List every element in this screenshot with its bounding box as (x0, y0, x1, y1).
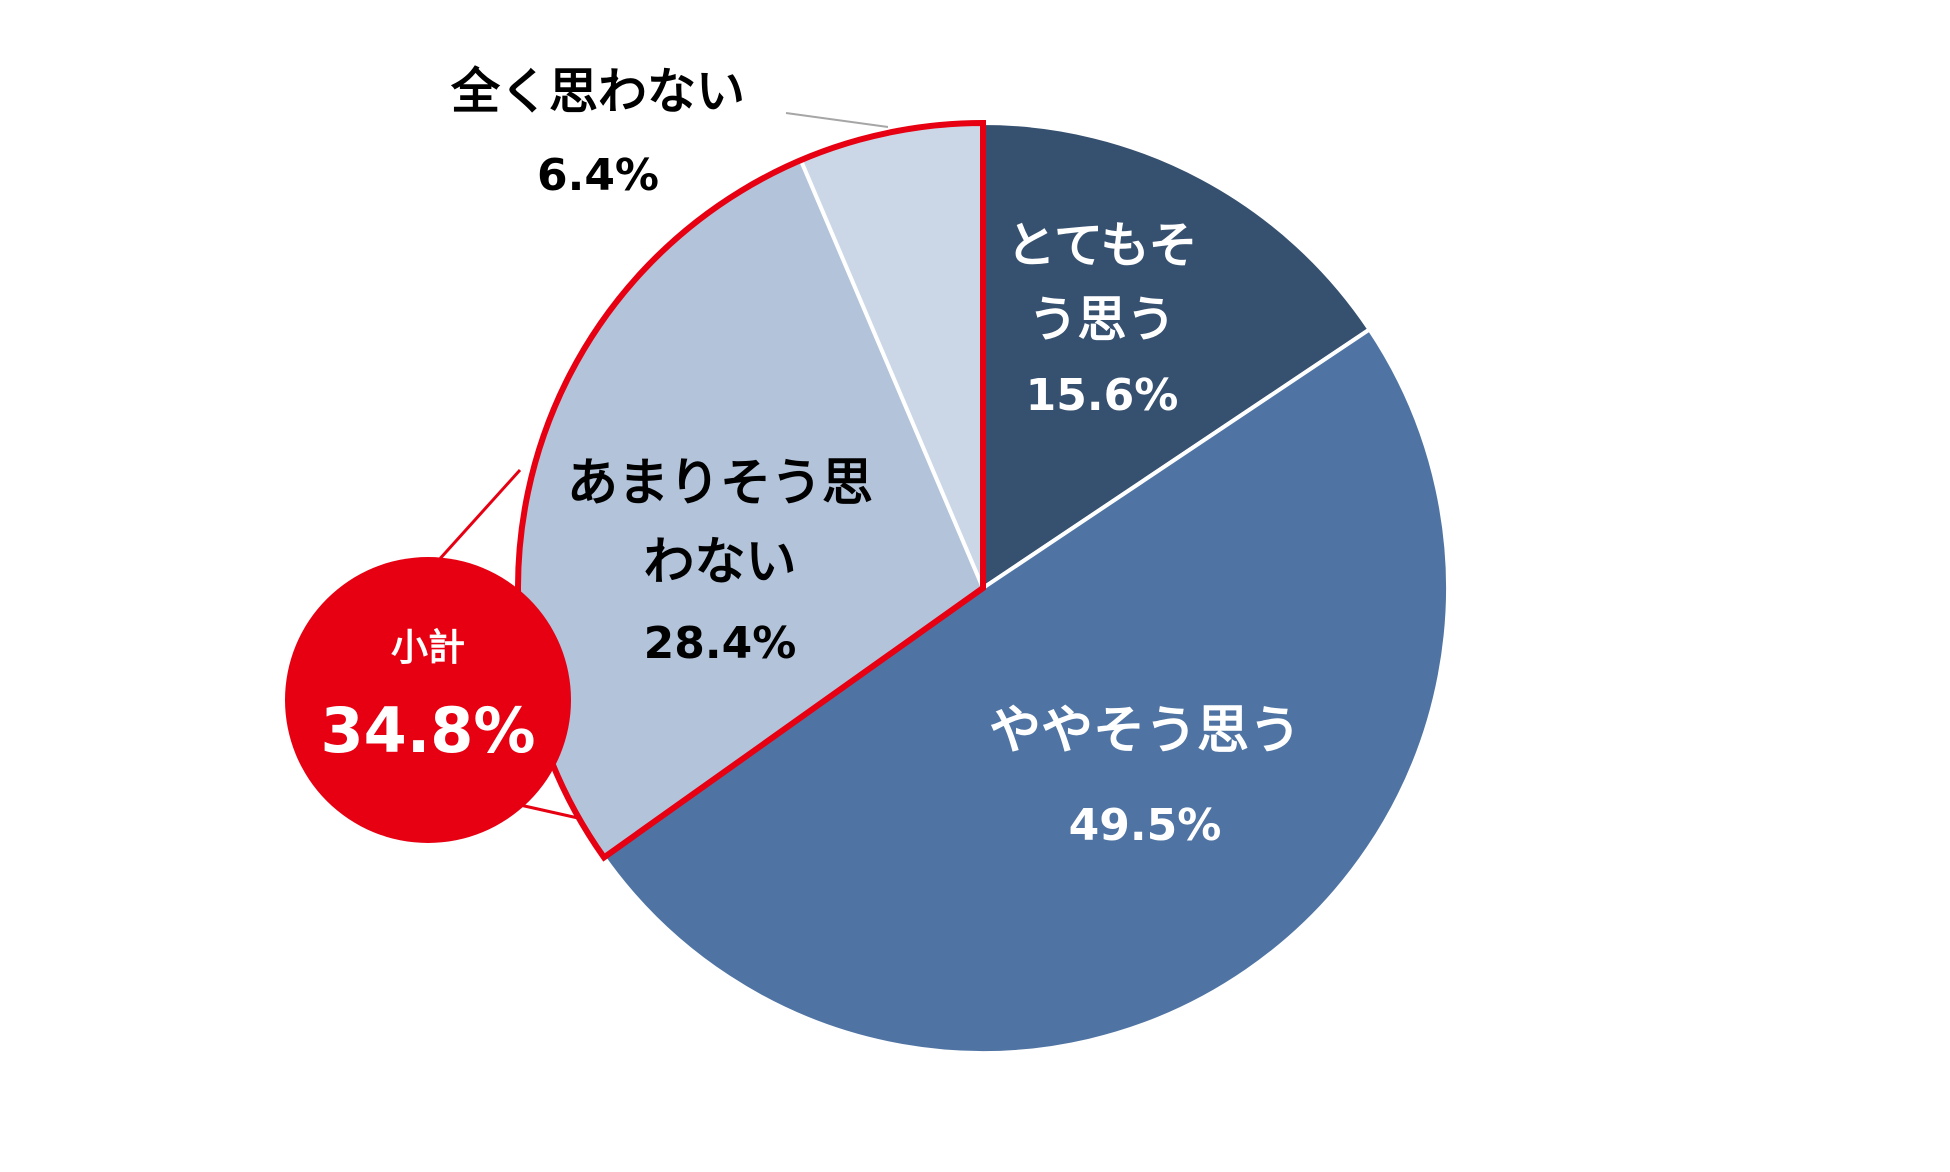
slice-1-label: とてもそ (1006, 217, 1197, 274)
slice-4-label: 全く思わない (450, 63, 745, 120)
slice-3-value-label: 28.4% (644, 618, 797, 669)
subtotal-value: 34.8% (320, 694, 535, 767)
subtotal-label: 小計 (391, 626, 465, 669)
slice-3-label: わない (643, 533, 796, 592)
subtotal-callout: 小計 34.8% (285, 468, 579, 843)
leader-line-slice-4 (785, 112, 889, 128)
slice-1-value-label: 15.6% (1026, 370, 1179, 421)
slice-1-label: う思う (1028, 291, 1175, 348)
slice-4-value-label: 6.4% (537, 150, 659, 201)
pie-slice-2 (601, 326, 1450, 1055)
subtotal-leader-upper (426, 468, 522, 574)
subtotal-bubble (285, 557, 571, 843)
slice-2-label: ややそう思う (989, 701, 1301, 761)
slice-3-label: あまりそう思 (567, 454, 873, 513)
slice-2-value-label: 49.5% (1069, 800, 1222, 851)
pie-slices (516, 120, 1450, 1055)
pie-slice-1 (981, 120, 1373, 592)
subtotal-leader-lower (519, 803, 579, 820)
